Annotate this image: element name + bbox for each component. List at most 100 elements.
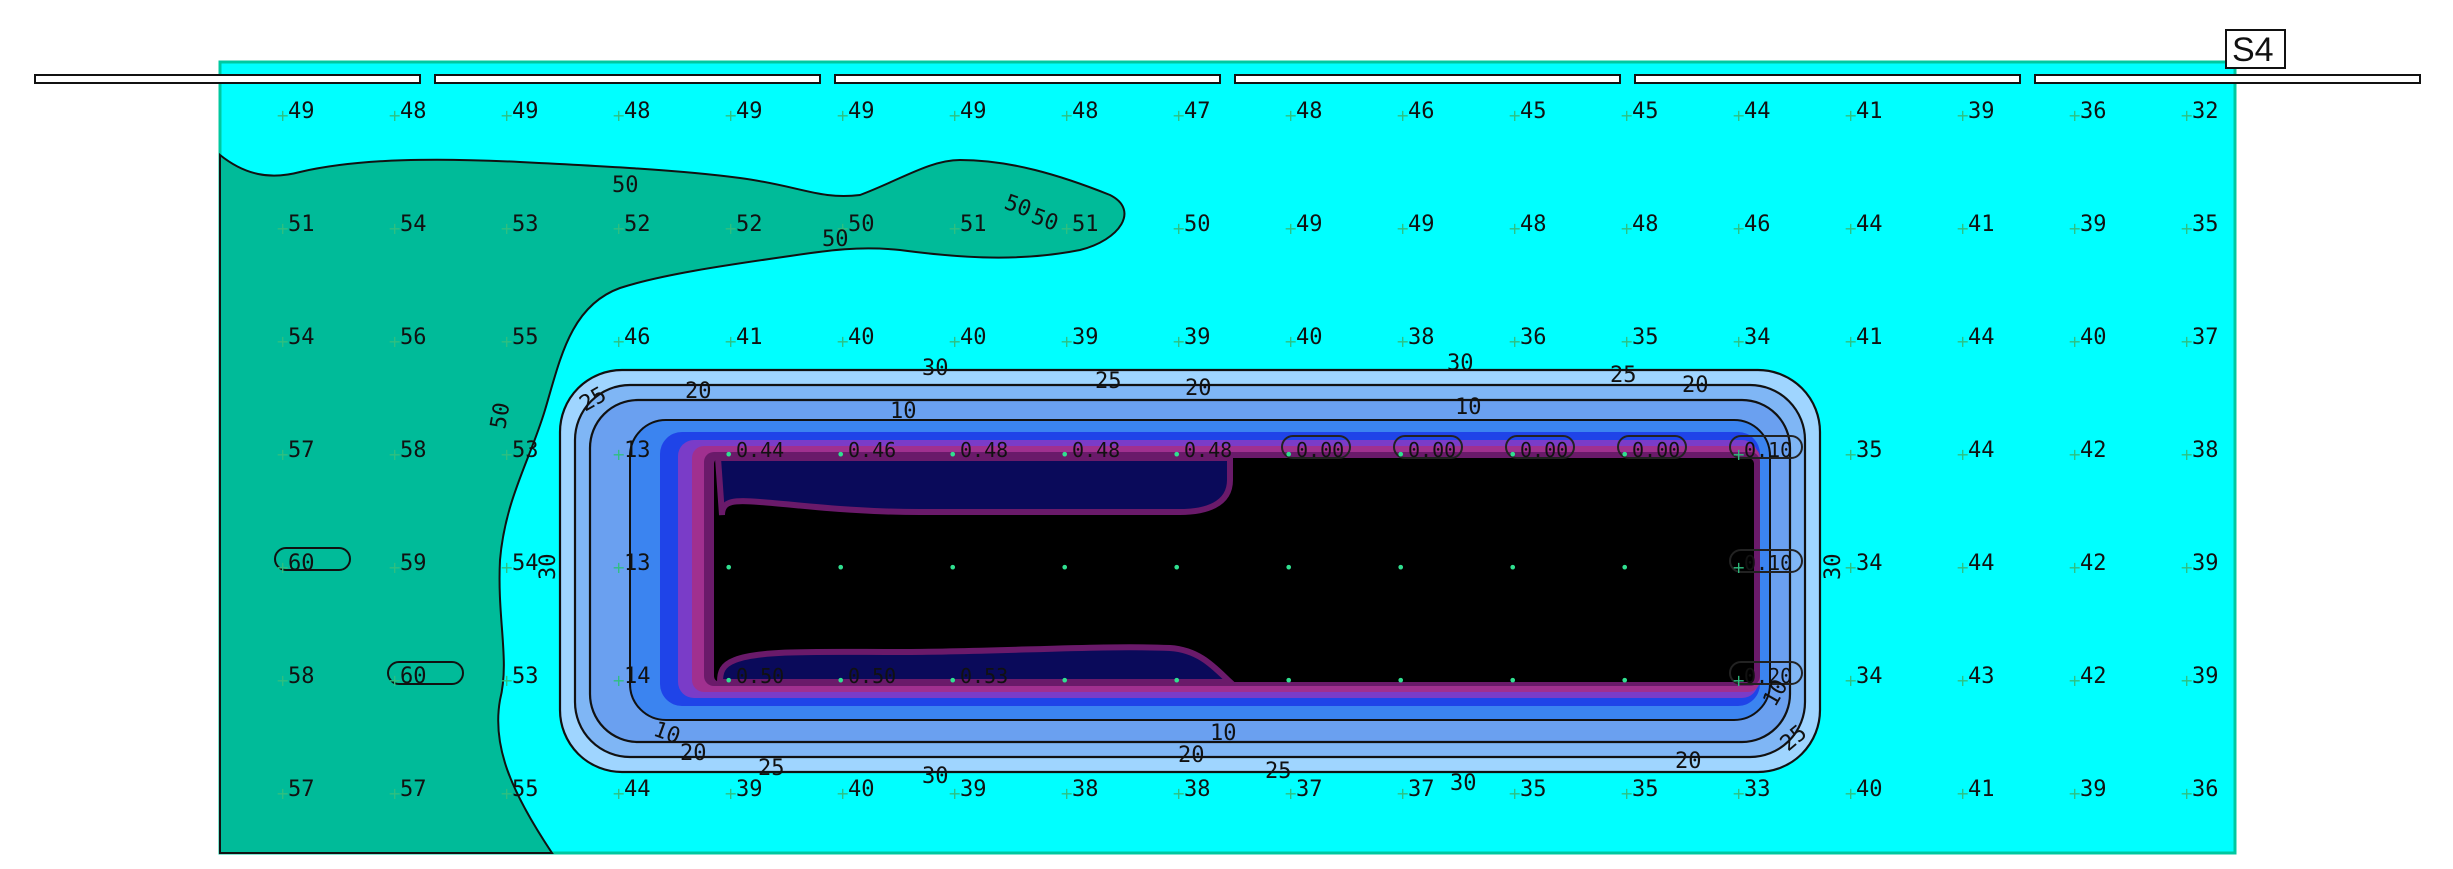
measurement-marker: + <box>612 445 625 464</box>
measurement-value: 40 <box>2080 325 2107 350</box>
measurement-marker: + <box>1956 332 1969 351</box>
measurement-value: 44 <box>1968 438 1995 463</box>
measurement-value: 42 <box>2080 664 2107 689</box>
contour-small-pill <box>1393 435 1463 459</box>
measurement-value: 36 <box>1520 325 1547 350</box>
measurement-marker: • <box>1284 671 1293 690</box>
measurement-marker: + <box>1396 332 1409 351</box>
measurement-value: 44 <box>1968 551 1995 576</box>
measurement-marker: + <box>1620 219 1633 238</box>
measurement-value: 49 <box>512 99 539 124</box>
measurement-marker: + <box>500 219 513 238</box>
measurement-value: 45 <box>1632 99 1659 124</box>
measurement-value: 34 <box>1856 551 1883 576</box>
contour-small-pill <box>1281 435 1351 459</box>
measurement-marker: + <box>1844 106 1857 125</box>
measurement-value: 39 <box>2192 551 2219 576</box>
contour-label: 30 <box>922 764 949 789</box>
contour-label: 20 <box>680 741 707 766</box>
measurement-value: 13 <box>624 438 651 463</box>
contour-label: 30 <box>1447 351 1474 376</box>
measurement-value: 39 <box>736 777 763 802</box>
measurement-value: 48 <box>1632 212 1659 237</box>
measurement-value: 0.44 <box>736 438 784 462</box>
measurement-marker: + <box>276 106 289 125</box>
measurement-marker: + <box>836 219 849 238</box>
contour-small-pill <box>1729 549 1803 573</box>
contour-label: 25 <box>1095 369 1122 394</box>
measurement-marker: + <box>1844 219 1857 238</box>
contour-label: 10 <box>890 399 917 424</box>
measurement-value: 52 <box>624 212 651 237</box>
measurement-marker: + <box>1172 106 1185 125</box>
measurement-marker: • <box>1396 671 1405 690</box>
measurement-marker: • <box>1060 445 1069 464</box>
measurement-value: 0.50 <box>848 664 896 688</box>
measurement-marker: + <box>1844 671 1857 690</box>
measurement-value: 40 <box>1296 325 1323 350</box>
measurement-marker: • <box>836 558 845 577</box>
measurement-value: 0.48 <box>960 438 1008 462</box>
measurement-marker: + <box>836 106 849 125</box>
measurement-marker: + <box>612 784 625 803</box>
measurement-marker: + <box>1060 219 1073 238</box>
contour-label: 25 <box>758 756 785 781</box>
measurement-value: 0.53 <box>960 664 1008 688</box>
measurement-value: 44 <box>1744 99 1771 124</box>
measurement-value: 56 <box>400 325 427 350</box>
measurement-value: 41 <box>1968 777 1995 802</box>
measurement-value: 39 <box>1184 325 1211 350</box>
measurement-value: 50 <box>1184 212 1211 237</box>
measurement-marker: + <box>2180 219 2193 238</box>
measurement-marker: + <box>612 219 625 238</box>
measurement-value: 53 <box>512 212 539 237</box>
measurement-marker: + <box>2068 558 2081 577</box>
measurement-marker: + <box>2180 106 2193 125</box>
measurement-marker: + <box>1844 445 1857 464</box>
measurement-value: 54 <box>512 551 539 576</box>
window-segment <box>834 74 1221 84</box>
measurement-marker: + <box>1844 784 1857 803</box>
measurement-value: 48 <box>1296 99 1323 124</box>
measurement-marker: • <box>836 671 845 690</box>
measurement-marker: + <box>1284 332 1297 351</box>
measurement-marker: + <box>724 219 737 238</box>
measurement-value: 54 <box>400 212 427 237</box>
measurement-marker: + <box>1508 784 1521 803</box>
measurement-marker: + <box>724 784 737 803</box>
measurement-marker: + <box>500 445 513 464</box>
measurement-value: 39 <box>1072 325 1099 350</box>
measurement-marker: + <box>724 332 737 351</box>
window-segment <box>1234 74 1621 84</box>
measurement-value: 53 <box>512 664 539 689</box>
measurement-value: 40 <box>848 325 875 350</box>
measurement-marker: • <box>1172 445 1181 464</box>
measurement-value: 40 <box>1856 777 1883 802</box>
measurement-value: 39 <box>2192 664 2219 689</box>
measurement-marker: • <box>724 671 733 690</box>
contour-label: 30 <box>922 356 949 381</box>
measurement-marker: • <box>948 445 957 464</box>
measurement-value: 46 <box>1408 99 1435 124</box>
measurement-value: 57 <box>288 438 315 463</box>
measurement-marker: • <box>1396 445 1405 464</box>
measurement-marker: + <box>388 219 401 238</box>
measurement-marker: + <box>948 332 961 351</box>
measurement-value: 35 <box>1520 777 1547 802</box>
measurement-marker: + <box>612 671 625 690</box>
measurement-marker: + <box>388 784 401 803</box>
measurement-marker: + <box>1396 106 1409 125</box>
measurement-marker: + <box>276 219 289 238</box>
measurement-value: 58 <box>400 438 427 463</box>
contour-label: 25 <box>1265 759 1292 784</box>
contour-60-pill <box>387 661 464 685</box>
measurement-marker: + <box>1396 784 1409 803</box>
measurement-marker: + <box>500 558 513 577</box>
measurement-value: 49 <box>848 99 875 124</box>
measurement-value: 35 <box>1632 777 1659 802</box>
contour-label: 10 <box>1455 395 1482 420</box>
contour-small-pill <box>1505 435 1575 459</box>
sheet-tag: S4 <box>2232 31 2274 69</box>
measurement-value: 49 <box>288 99 315 124</box>
